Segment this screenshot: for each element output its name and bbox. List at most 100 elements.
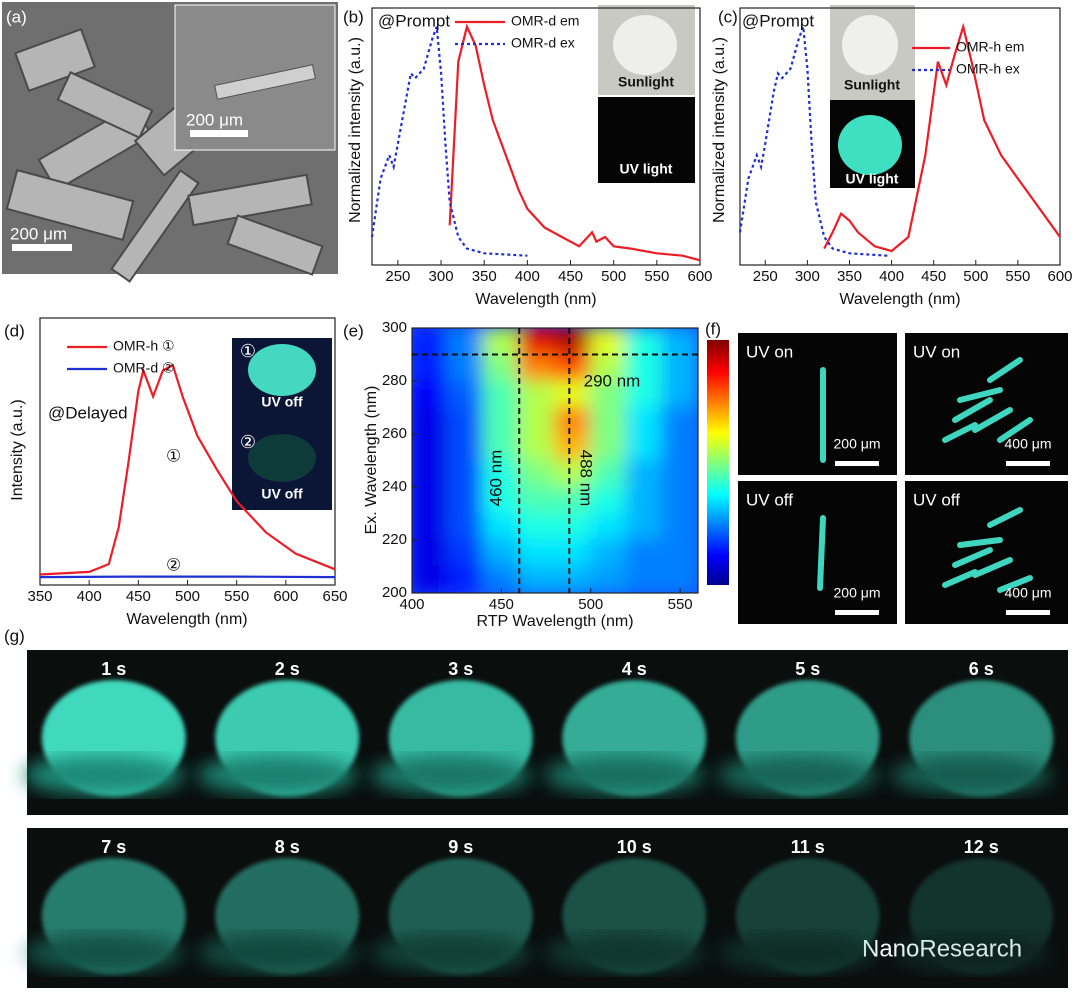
glow-frame bbox=[544, 858, 707, 974]
annotation: ① bbox=[166, 446, 181, 465]
crystal bbox=[997, 417, 1033, 443]
x-tick-label: 350 bbox=[837, 268, 862, 285]
glow-frame bbox=[23, 680, 186, 796]
crystal bbox=[952, 547, 993, 568]
time-label: 10 s bbox=[617, 837, 652, 857]
heat-cell bbox=[482, 459, 521, 488]
heatmap-cells bbox=[412, 328, 698, 593]
time-label: 2 s bbox=[275, 659, 300, 679]
x-tick-label: 350 bbox=[27, 588, 52, 605]
time-label: 4 s bbox=[622, 659, 647, 679]
x-axis-label: Wavelength (nm) bbox=[839, 291, 960, 308]
scale-label: 200 μm bbox=[10, 224, 67, 243]
x-tick-label: 400 bbox=[515, 268, 540, 285]
x-tick-label: 550 bbox=[1005, 268, 1030, 285]
heat-cell bbox=[589, 539, 628, 568]
glow-frame bbox=[23, 858, 186, 974]
heat-cell bbox=[446, 565, 485, 593]
panel-label: (d) bbox=[4, 321, 25, 340]
time-label: 7 s bbox=[101, 837, 126, 857]
x-tick-label: 400 bbox=[77, 588, 102, 605]
heatmap bbox=[412, 328, 698, 593]
glow-frame bbox=[370, 680, 533, 796]
inset-label: UV light bbox=[846, 171, 899, 187]
glow-frame bbox=[891, 858, 1054, 974]
line-series bbox=[738, 26, 888, 257]
line-series bbox=[448, 23, 701, 262]
line-series bbox=[39, 363, 336, 576]
glow-halo bbox=[197, 755, 358, 795]
y-tick-label: 280 bbox=[382, 372, 407, 389]
glow-frame bbox=[197, 680, 360, 796]
heat-cell bbox=[589, 353, 628, 382]
photo-inset bbox=[232, 5, 915, 510]
heat-cell bbox=[412, 433, 449, 462]
x-tick-label: 500 bbox=[601, 268, 626, 285]
heat-cell bbox=[625, 486, 664, 515]
annotation: @Prompt bbox=[742, 11, 814, 30]
x-tick-label: 550 bbox=[644, 268, 669, 285]
inset-label: UV off bbox=[261, 486, 303, 502]
heat-cell bbox=[554, 486, 592, 515]
plot-frame bbox=[411, 327, 699, 594]
frame-title: UV off bbox=[913, 490, 960, 509]
x-tick-label: 500 bbox=[175, 588, 200, 605]
glow-halo bbox=[717, 933, 878, 973]
heat-cell bbox=[554, 328, 592, 356]
x-tick-label: 250 bbox=[753, 268, 778, 285]
legend-label: OMR-d ② bbox=[113, 360, 175, 376]
panel-label: (f) bbox=[705, 319, 721, 338]
x-tick-label: 550 bbox=[668, 596, 693, 613]
heat-cell bbox=[554, 380, 592, 409]
x-tick-label: 450 bbox=[489, 596, 514, 613]
time-label: 1 s bbox=[101, 659, 126, 679]
line-series bbox=[39, 575, 336, 579]
crystal bbox=[957, 537, 1003, 548]
scale-label: 200 μm bbox=[834, 436, 881, 452]
scale-bar bbox=[835, 461, 879, 466]
x-tick-label: 450 bbox=[558, 268, 583, 285]
glow-halo bbox=[544, 755, 705, 795]
crystal bbox=[942, 422, 978, 443]
heat-cell bbox=[412, 565, 449, 593]
panel-label: (a) bbox=[6, 7, 27, 26]
heat-cell bbox=[589, 406, 628, 435]
x-tick-label: 500 bbox=[963, 268, 988, 285]
heat-cell bbox=[625, 353, 664, 382]
heat-cell bbox=[412, 512, 449, 541]
y-tick-label: 300 bbox=[382, 319, 407, 336]
heat-cell bbox=[554, 433, 592, 462]
frame-title: UV off bbox=[746, 490, 793, 509]
inset-label: Sunlight bbox=[844, 77, 900, 93]
legend-label: OMR-d em bbox=[511, 13, 579, 29]
time-label: 5 s bbox=[795, 659, 820, 679]
heat-cell bbox=[589, 380, 628, 409]
heat-cell bbox=[661, 353, 698, 382]
colorbar bbox=[707, 340, 729, 585]
glow-frame bbox=[717, 858, 880, 974]
heat-cell bbox=[446, 380, 485, 409]
heat-cell bbox=[482, 539, 521, 568]
scale-label: 200 μm bbox=[834, 585, 881, 601]
y-tick-label: 220 bbox=[382, 531, 407, 548]
x-tick-label: 600 bbox=[687, 268, 712, 285]
heat-cell bbox=[518, 406, 556, 435]
legend-label: OMR-h ① bbox=[113, 338, 175, 354]
y-tick-label: 240 bbox=[382, 478, 407, 495]
time-label: 3 s bbox=[448, 659, 473, 679]
photo-frame bbox=[738, 333, 897, 475]
heat-cell bbox=[412, 406, 449, 435]
heat-cell bbox=[482, 380, 521, 409]
annotation: 488 nm bbox=[577, 450, 596, 507]
y-axis-label: Normalized intensity (a.u.) bbox=[711, 37, 728, 223]
heat-cell bbox=[482, 353, 521, 382]
crystal bbox=[957, 387, 1003, 403]
annotation: 460 nm bbox=[486, 450, 505, 507]
glow-frame bbox=[891, 680, 1054, 796]
x-tick-label: 250 bbox=[385, 268, 410, 285]
heat-cell bbox=[625, 433, 664, 462]
heat-cell bbox=[554, 459, 592, 488]
heat-cell bbox=[518, 512, 556, 541]
heat-cell bbox=[412, 459, 449, 488]
